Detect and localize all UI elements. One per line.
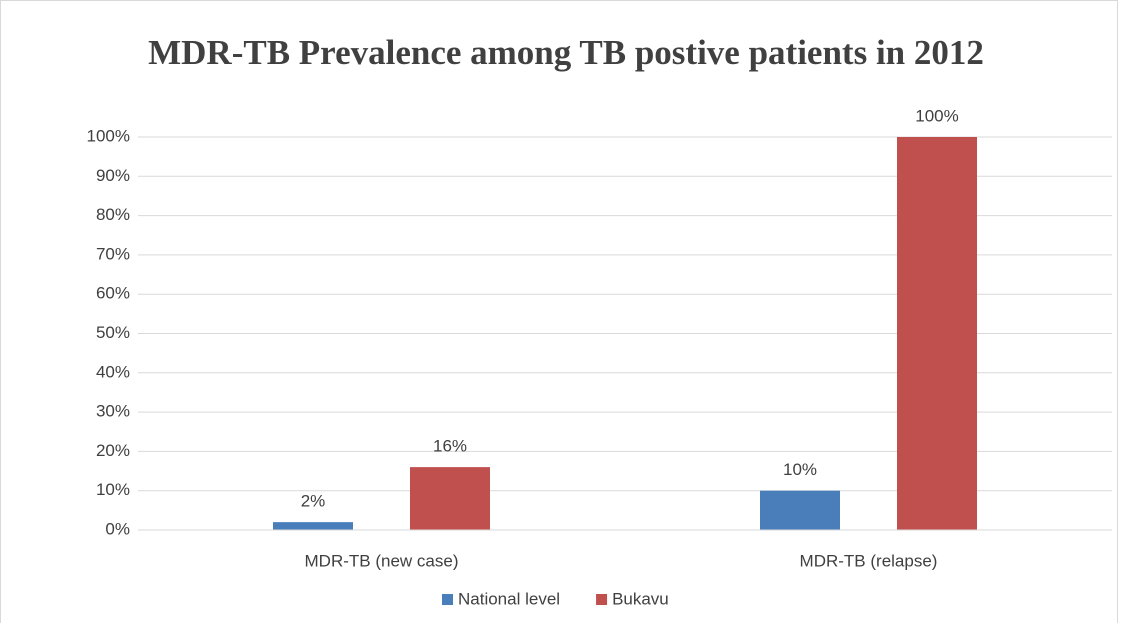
legend-label: Bukavu xyxy=(612,589,669,608)
y-tick-label: 60% xyxy=(96,284,130,303)
data-label: 2% xyxy=(301,492,326,511)
y-tick-label: 80% xyxy=(96,205,130,224)
bar xyxy=(410,467,490,530)
y-tick-label: 70% xyxy=(96,244,130,263)
y-tick-label: 50% xyxy=(96,323,130,342)
legend-label: National level xyxy=(458,589,560,608)
data-label: 16% xyxy=(433,437,467,456)
data-label: 100% xyxy=(915,106,958,125)
x-tick-label: MDR-TB (relapse) xyxy=(800,551,938,570)
y-tick-label: 20% xyxy=(96,441,130,460)
y-tick-label: 0% xyxy=(105,519,130,538)
x-tick-label: MDR-TB (new case) xyxy=(305,551,459,570)
bar xyxy=(897,137,977,530)
chart-title: MDR-TB Prevalence among TB postive patie… xyxy=(148,33,984,72)
legend-swatch xyxy=(442,594,453,605)
y-tick-label: 90% xyxy=(96,166,130,185)
legend-swatch xyxy=(596,594,608,605)
y-tick-label: 100% xyxy=(87,126,130,145)
data-label: 10% xyxy=(783,460,817,479)
bar xyxy=(273,522,353,530)
y-tick-label: 40% xyxy=(96,362,130,381)
y-tick-label: 30% xyxy=(96,402,130,421)
y-tick-label: 10% xyxy=(96,480,130,499)
bar xyxy=(760,490,840,530)
